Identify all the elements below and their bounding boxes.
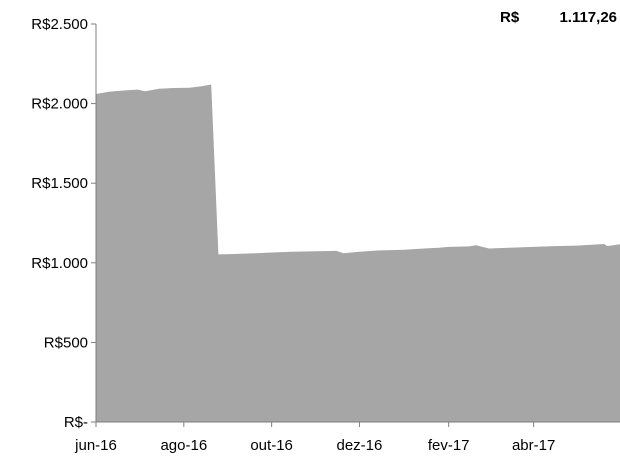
y-tick-label: R$500 — [44, 334, 88, 351]
x-axis: jun-16 ago-16 out-16 dez-16 fev-17 abr-17 — [74, 422, 555, 454]
series-area — [96, 84, 620, 422]
x-tick-label: out-16 — [250, 437, 293, 454]
y-tick-label: R$2.000 — [31, 96, 88, 113]
x-tick-label: ago-16 — [160, 437, 207, 454]
y-tick-label: R$- — [64, 414, 88, 431]
y-tick-label: R$2.500 — [31, 16, 88, 33]
annotation-currency: R$ — [500, 9, 520, 26]
annotation-value: 1.117,26 — [559, 9, 617, 26]
x-tick-label: dez-16 — [337, 437, 383, 454]
x-tick-label: jun-16 — [74, 437, 117, 454]
y-axis: R$- R$500 R$1.000 R$1.500 R$2.000 R$2.500 — [31, 16, 96, 431]
x-tick-label: fev-17 — [428, 437, 470, 454]
y-tick-label: R$1.000 — [31, 255, 88, 272]
y-tick-label: R$1.500 — [31, 175, 88, 192]
x-tick-label: abr-17 — [512, 437, 555, 454]
